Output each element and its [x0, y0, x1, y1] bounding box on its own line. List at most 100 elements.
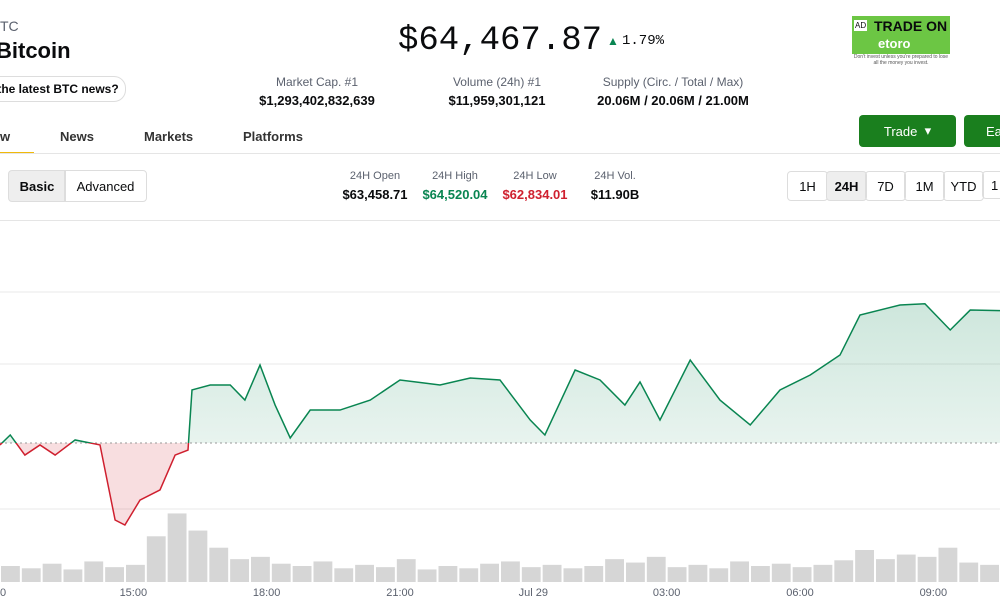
volume-bar [751, 566, 770, 582]
volume-bar [834, 560, 854, 582]
volume-bar [167, 513, 187, 582]
x-tick-label: 03:00 [653, 587, 681, 599]
stat-label: Market Cap. #1 [275, 75, 359, 89]
volume-bar [459, 568, 479, 582]
change-arrow: ▲ [607, 34, 619, 48]
x-tick-label: 21:00 [386, 587, 414, 599]
volume-bar [42, 563, 62, 582]
volume-bar [396, 559, 416, 582]
volume-bar [667, 567, 687, 582]
volume-bar [230, 559, 249, 582]
x-tick-label: 00 [0, 587, 6, 599]
volume-bar [542, 564, 562, 582]
volume-bar [105, 567, 124, 582]
volume-bar [917, 556, 937, 582]
volume-bar [292, 566, 312, 582]
volume-bar [21, 568, 41, 582]
news-button[interactable]: s the latest BTC news? [0, 76, 126, 102]
price: $64,467.87 [398, 22, 603, 60]
volume-bar [501, 561, 520, 582]
volume-bar [417, 569, 437, 582]
tab[interactable]: Platforms [243, 129, 303, 144]
stat-value: 20.06M / 20.06M / 21.00M [597, 93, 749, 108]
symbol: TC [0, 18, 19, 34]
volume-bar [188, 530, 208, 582]
volume-bar [792, 567, 812, 582]
divider [0, 220, 1000, 221]
volume-bar [626, 562, 645, 582]
day-stat-value: $11.90B [590, 187, 640, 202]
volume-bar [271, 563, 291, 582]
volume-bar [855, 550, 874, 582]
tab[interactable]: News [60, 129, 94, 144]
stat-label: Volume (24h) #1 [452, 75, 542, 89]
range-button[interactable]: 1M [904, 171, 945, 201]
coin-name: Bitcoin [0, 38, 71, 63]
volume-bar [980, 564, 999, 582]
change: 1.79% [622, 33, 665, 49]
volume-bar [563, 568, 583, 582]
volume-bar [876, 559, 895, 582]
day-stat-label: 24H High [432, 170, 478, 182]
earn-button[interactable]: Ea [964, 115, 1000, 147]
range-button[interactable]: 1H [787, 171, 828, 201]
area-down [0, 443, 189, 526]
day-stat-label: 24H Open [349, 170, 401, 182]
volume-bar [688, 564, 708, 582]
stat-value: $1,293,402,832,639 [259, 93, 375, 108]
day-stat-label: 24H Low [513, 170, 557, 182]
volume-bar [521, 567, 541, 582]
volume-bar [959, 562, 979, 582]
tab[interactable]: w [0, 129, 11, 144]
volume-bar [438, 566, 458, 582]
price-line-up [0, 302, 1000, 444]
ad-disclaimer: Don't invest unless you're prepared to l… [852, 54, 950, 66]
price-line-down [0, 443, 190, 526]
volume-bar [813, 564, 833, 582]
day-stat-value: $63,458.71 [342, 187, 408, 202]
volume-bar [938, 547, 958, 582]
volume-bar [251, 556, 270, 582]
volume-bar [480, 563, 499, 582]
ad-headline: TRADE ON [874, 18, 948, 34]
range-button[interactable]: 24H [826, 171, 867, 201]
volume-bar [63, 569, 83, 582]
trade-label: Trade [883, 123, 918, 139]
range-button[interactable]: 1 [982, 171, 1000, 199]
tab[interactable]: Markets [144, 129, 194, 144]
basic-toggle[interactable]: Basic [8, 170, 66, 202]
range-button[interactable]: YTD [943, 171, 984, 201]
range-button[interactable]: 7D [865, 171, 906, 201]
volume-bar [709, 568, 729, 582]
trade-button[interactable]: Trade ▾ [859, 115, 956, 147]
day-stat-value: $62,834.01 [502, 187, 568, 202]
volume-bar [1, 566, 20, 582]
volume-bar [313, 561, 333, 582]
area-up [0, 303, 1000, 444]
volume-bar [376, 567, 395, 582]
volume-bar [646, 556, 666, 582]
x-tick-label: 18:00 [253, 587, 281, 599]
volume-bar [605, 559, 624, 582]
volume-bar [146, 536, 166, 582]
ad-brand: etoro [878, 36, 911, 51]
x-tick-label: 15:00 [120, 587, 148, 599]
advanced-toggle[interactable]: Advanced [64, 170, 147, 202]
volume-bar [730, 561, 749, 582]
volume-bar [355, 564, 374, 582]
ad-tag: AD [854, 20, 868, 31]
volume-bar [334, 568, 354, 582]
volume-bar [209, 547, 229, 582]
day-stat-value: $64,520.04 [422, 187, 488, 202]
divider [0, 153, 1000, 154]
volume-bar [584, 566, 604, 582]
x-tick-label: 06:00 [786, 587, 814, 599]
x-tick-label: Jul 29 [519, 587, 548, 599]
x-tick-label: 09:00 [920, 587, 948, 599]
volume-bar [771, 563, 791, 582]
volume-bar [84, 561, 104, 582]
ad[interactable]: AD TRADE ON etoro Don't invest unless yo… [852, 16, 950, 66]
volume-bar [896, 554, 916, 582]
